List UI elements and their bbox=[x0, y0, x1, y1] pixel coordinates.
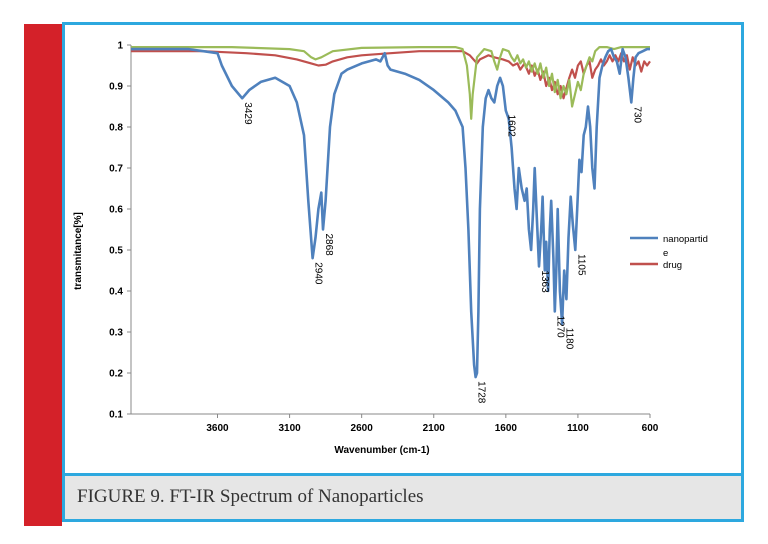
y-tick-label: 0.3 bbox=[109, 328, 123, 339]
peak-label: 1180 bbox=[564, 328, 575, 350]
figure-caption: FIGURE 9. FT-IR Spectrum of Nanoparticle… bbox=[77, 486, 424, 507]
peak-label: 2940 bbox=[313, 262, 324, 285]
series-line bbox=[131, 46, 650, 120]
figure-frame: 0.1 0.2 0.3 0.4 0.5 0.6 0.7 0.8 0.9 1 3600 3100 2600… bbox=[62, 22, 744, 522]
legend-label: drug bbox=[663, 260, 682, 271]
ftir-chart: 0.1 0.2 0.3 0.4 0.5 0.6 0.7 0.8 0.9 1 3600 3100 2600… bbox=[73, 41, 708, 457]
y-tick-label: 0.1 bbox=[109, 410, 123, 421]
x-tick-label: 2600 bbox=[351, 423, 374, 434]
x-tick-label: 3100 bbox=[278, 423, 301, 434]
y-tick-label: 0.7 bbox=[109, 164, 123, 175]
peak-label: 1728 bbox=[476, 381, 487, 404]
y-tick-label: 0.8 bbox=[109, 123, 123, 134]
accent-red-bar bbox=[24, 24, 62, 526]
caption-band: FIGURE 9. FT-IR Spectrum of Nanoparticle… bbox=[65, 473, 741, 519]
peak-label: 2868 bbox=[323, 234, 334, 257]
legend-label: nanopartid bbox=[663, 234, 708, 245]
y-tick-label: 0.5 bbox=[109, 246, 123, 257]
peak-label: 3429 bbox=[242, 102, 253, 125]
chart-area: 0.1 0.2 0.3 0.4 0.5 0.6 0.7 0.8 0.9 1 3600 3100 2600… bbox=[65, 25, 741, 473]
x-tick-label: 1100 bbox=[567, 423, 589, 434]
series-line bbox=[131, 50, 651, 100]
y-tick-label: 0.6 bbox=[109, 205, 123, 216]
y-tick-label: 1 bbox=[117, 41, 123, 52]
peak-label: 1363 bbox=[539, 270, 550, 293]
series-lines bbox=[131, 46, 651, 379]
y-tick-label: 0.2 bbox=[109, 369, 123, 380]
legend-label: e bbox=[663, 248, 668, 259]
peak-label: 730 bbox=[631, 106, 642, 123]
y-axis-label: transmitance[%] bbox=[73, 212, 84, 290]
x-axis-label: Wavenumber (cm-1) bbox=[334, 445, 429, 456]
y-tick-label: 0.4 bbox=[109, 287, 123, 298]
series-line bbox=[131, 47, 650, 379]
axes: 0.1 0.2 0.3 0.4 0.5 0.6 0.7 0.8 0.9 1 3600 3100 2600… bbox=[109, 41, 659, 435]
peak-label: 1602 bbox=[506, 115, 517, 138]
x-tick-label: 1600 bbox=[495, 423, 518, 434]
x-tick-label: 600 bbox=[642, 423, 659, 434]
x-tick-label: 3600 bbox=[206, 423, 229, 434]
peak-label: 1105 bbox=[575, 254, 586, 276]
x-tick-label: 2100 bbox=[423, 423, 446, 434]
y-tick-label: 0.9 bbox=[109, 82, 123, 93]
peak-label: 1270 bbox=[555, 316, 566, 339]
